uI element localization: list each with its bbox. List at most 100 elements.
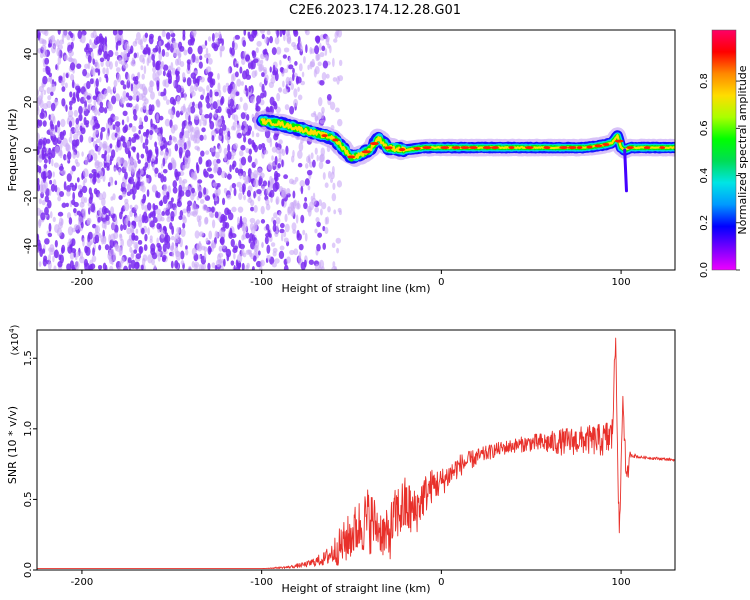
spectrogram-noise-mark bbox=[333, 209, 337, 215]
spectrogram-noise-mark bbox=[196, 243, 200, 251]
spectrogram-noise-mark bbox=[90, 32, 95, 39]
spectrogram-peak-mark bbox=[422, 146, 432, 150]
spectrogram-peak-mark bbox=[491, 146, 499, 150]
spectrogram-noise-mark bbox=[150, 247, 156, 256]
spectrogram-noise-mark bbox=[197, 184, 201, 194]
spectrogram-noise-mark bbox=[99, 57, 105, 63]
spectrogram-noise-mark bbox=[181, 120, 186, 130]
spectrogram-noise-mark bbox=[206, 92, 210, 100]
spectrogram-noise-mark bbox=[37, 156, 40, 161]
spectrogram-noise-mark bbox=[140, 227, 145, 235]
spectrogram-noise-mark bbox=[158, 140, 164, 147]
spectrogram-noise-mark bbox=[147, 254, 153, 264]
spectrogram-noise-mark bbox=[283, 174, 289, 180]
spectrogram-noise-mark bbox=[262, 49, 267, 55]
spectrogram-noise-mark bbox=[279, 228, 285, 234]
spectrogram-noise-mark bbox=[278, 139, 283, 145]
spectrogram-noise-mark bbox=[112, 124, 116, 131]
spectrogram-noise-mark bbox=[155, 128, 159, 134]
spectrogram-noise-mark bbox=[41, 199, 46, 206]
spectrogram-noise-mark bbox=[51, 45, 57, 54]
spectrogram-noise-mark bbox=[113, 167, 117, 172]
spectrogram-noise-mark bbox=[118, 195, 123, 200]
spectrogram-noise-mark bbox=[236, 253, 243, 263]
spectrogram-noise-mark bbox=[38, 138, 44, 146]
spectrogram-noise-mark bbox=[39, 248, 44, 258]
spectrogram-noise-mark bbox=[214, 265, 218, 270]
spectrogram-noise-mark bbox=[73, 251, 76, 258]
spectrogram-noise-mark bbox=[42, 248, 46, 254]
spectrogram-noise-mark bbox=[288, 76, 293, 85]
spectrogram-noise-mark bbox=[253, 221, 258, 230]
spectrogram-noise-mark bbox=[233, 187, 237, 197]
spectrogram-noise-mark bbox=[54, 124, 58, 133]
spectrogram-noise-mark bbox=[151, 154, 156, 162]
spectrogram-noise-mark bbox=[252, 50, 257, 59]
spectrogram-noise-mark bbox=[184, 130, 190, 139]
spectrogram-noise-mark bbox=[140, 153, 145, 159]
spectrogram-noise-mark bbox=[229, 227, 233, 236]
spectrogram-noise-mark bbox=[305, 44, 308, 53]
spectrogram-noise-mark bbox=[171, 67, 176, 76]
spectrogram-noise-mark bbox=[133, 80, 139, 85]
spectrogram-noise-mark bbox=[261, 241, 264, 248]
spectrogram-noise-mark bbox=[79, 256, 85, 264]
spectrogram-noise-mark bbox=[162, 195, 168, 205]
spectrogram-noise-mark bbox=[274, 258, 280, 264]
spectrogram-noise-mark bbox=[124, 198, 129, 205]
spectrogram-noise-mark bbox=[108, 122, 111, 131]
spectrogram-noise-mark bbox=[264, 236, 269, 245]
spectrogram-noise-mark bbox=[250, 206, 255, 212]
spectrogram-noise-mark bbox=[131, 125, 137, 133]
spectrogram-x-tick-label: -100 bbox=[250, 277, 273, 288]
spectrogram-noise-mark bbox=[137, 71, 141, 79]
spectrogram-noise-mark bbox=[105, 122, 109, 130]
spectrogram-noise-mark bbox=[282, 54, 287, 59]
spectrogram-noise-mark bbox=[318, 199, 322, 207]
spectrogram-noise-mark bbox=[127, 183, 131, 191]
spectrogram-noise-mark bbox=[160, 163, 164, 169]
spectrogram-noise-mark bbox=[143, 169, 147, 176]
spectrogram-noise-mark bbox=[240, 144, 246, 151]
spectrogram-noise-mark bbox=[57, 211, 64, 217]
spectrogram-noise-mark bbox=[44, 30, 49, 37]
spectrogram-noise-mark bbox=[95, 36, 101, 44]
spectrogram-noise-mark bbox=[192, 175, 198, 181]
spectrogram-noise-mark bbox=[180, 250, 185, 260]
spectrogram-x-ticks: -200 -100 0 100 bbox=[71, 270, 631, 288]
spectrogram-noise-mark bbox=[63, 181, 67, 191]
spectrogram-noise-mark bbox=[42, 258, 47, 267]
spectrogram-noise-mark bbox=[94, 59, 99, 66]
spectrogram-noise-mark bbox=[171, 161, 177, 171]
spectrogram-noise-mark bbox=[198, 156, 203, 165]
spectrogram-noise-mark bbox=[129, 204, 133, 210]
spectrogram-noise-layer bbox=[37, 30, 344, 270]
spectrogram-noise-mark bbox=[297, 86, 300, 92]
spectrogram-noise-mark bbox=[294, 176, 299, 182]
spectrogram-noise-mark bbox=[87, 54, 92, 64]
spectrogram-noise-mark bbox=[72, 192, 76, 201]
spectrogram-noise-mark bbox=[247, 249, 252, 255]
spectrogram-noise-mark bbox=[191, 261, 195, 268]
spectrogram-noise-mark bbox=[319, 52, 325, 58]
spectrogram-noise-mark bbox=[68, 50, 74, 57]
spectrogram-noise-mark bbox=[220, 170, 227, 179]
spectrogram-noise-mark bbox=[205, 47, 209, 56]
spectrogram-noise-mark bbox=[226, 134, 230, 145]
spectrogram-noise-mark bbox=[137, 219, 143, 228]
spectrogram-noise-mark bbox=[141, 201, 145, 211]
spectrogram-noise-mark bbox=[303, 202, 308, 210]
spectrogram-noise-mark bbox=[144, 138, 149, 146]
spectrogram-noise-mark bbox=[69, 182, 74, 188]
spectrogram-noise-mark bbox=[271, 262, 277, 268]
spectrogram-noise-mark bbox=[230, 88, 236, 95]
spectrogram-noise-mark bbox=[227, 85, 232, 95]
spectrogram-noise-mark bbox=[227, 130, 231, 137]
spectrogram-peak-mark bbox=[576, 146, 583, 150]
spectrogram-noise-mark bbox=[145, 109, 150, 116]
spectrogram-noise-mark bbox=[319, 153, 325, 162]
spectrogram-noise-mark bbox=[118, 168, 121, 176]
spectrogram-noise-mark bbox=[325, 216, 330, 225]
spectrogram-noise-mark bbox=[226, 173, 232, 180]
spectrogram-noise-mark bbox=[203, 53, 209, 59]
